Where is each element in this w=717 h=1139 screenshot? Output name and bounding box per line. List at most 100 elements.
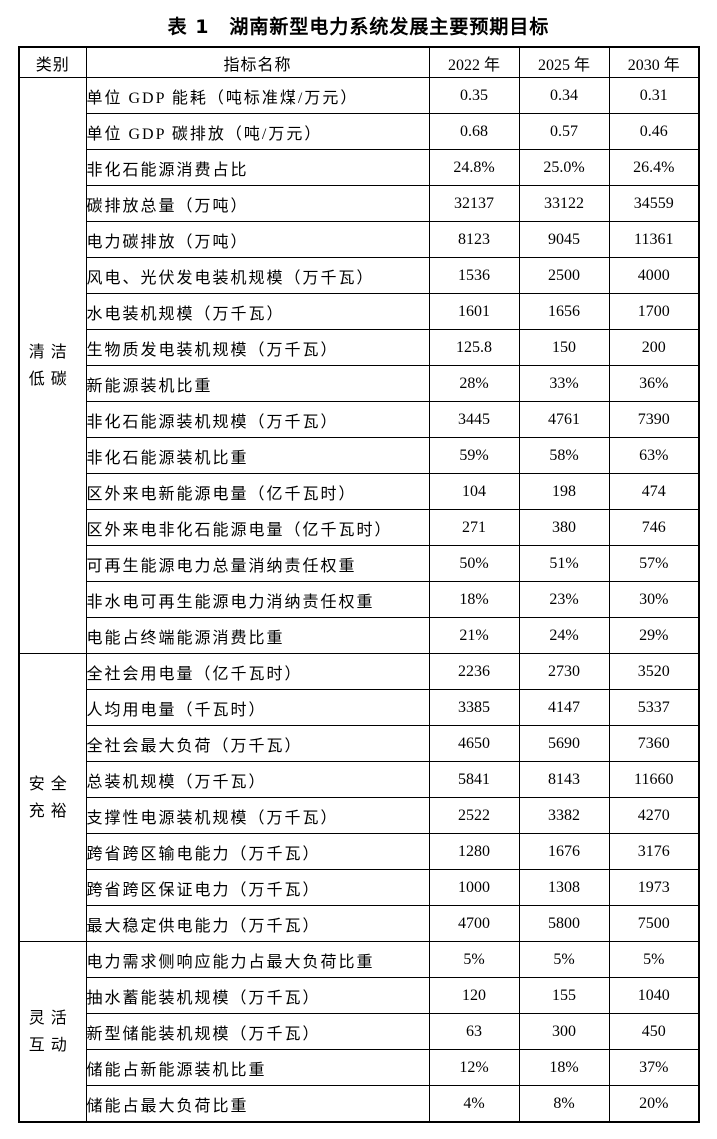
value-cell: 23% <box>518 581 610 618</box>
value-cell: 18% <box>518 1049 610 1086</box>
value-cell: 0.68 <box>428 113 520 150</box>
value-cell: 4270 <box>608 797 700 834</box>
value-cell: 36% <box>608 365 700 402</box>
table-row: 支撑性电源装机规模（万千瓦） 2522 3382 4270 <box>19 797 700 834</box>
category-label: 灵活互动 <box>28 1009 73 1054</box>
value-cell: 37% <box>608 1049 700 1086</box>
value-cell: 58% <box>518 437 610 474</box>
value-cell: 32137 <box>428 185 520 222</box>
value-cell: 59% <box>428 437 520 474</box>
value-cell: 30% <box>608 581 700 618</box>
value-cell: 20% <box>608 1085 700 1123</box>
table-row: 碳排放总量（万吨） 32137 33122 34559 <box>19 185 700 222</box>
value-cell: 33122 <box>518 185 610 222</box>
indicator-cell: 支撑性电源装机规模（万千瓦） <box>85 797 430 834</box>
indicator-cell: 全社会用电量（亿千瓦时） <box>85 653 430 690</box>
value-cell: 1601 <box>428 293 520 330</box>
value-cell: 3382 <box>518 797 610 834</box>
value-cell: 450 <box>608 1013 700 1050</box>
value-cell: 5% <box>518 941 610 978</box>
header-year-2025: 2025 年 <box>518 46 610 78</box>
value-cell: 125.8 <box>428 329 520 366</box>
table-row: 非化石能源装机比重 59% 58% 63% <box>19 437 700 474</box>
indicator-cell: 区外来电新能源电量（亿千瓦时） <box>85 473 430 510</box>
indicator-cell: 新型储能装机规模（万千瓦） <box>85 1013 430 1050</box>
table-row: 灵活互动 电力需求侧响应能力占最大负荷比重 5% 5% 5% <box>18 941 700 1123</box>
category-cell: 灵活互动 <box>18 941 87 1123</box>
value-cell: 33% <box>518 365 610 402</box>
value-cell: 8123 <box>428 221 520 258</box>
table-row: 新型储能装机规模（万千瓦） 63 300 450 <box>19 1013 700 1050</box>
table-row: 生物质发电装机规模（万千瓦） 125.8 150 200 <box>19 329 700 366</box>
value-cell: 0.35 <box>428 77 520 114</box>
table-row: 区外来电新能源电量（亿千瓦时） 104 198 474 <box>19 473 700 510</box>
value-cell: 11660 <box>608 761 700 798</box>
table-row: 储能占新能源装机比重 12% 18% 37% <box>19 1049 700 1086</box>
value-cell: 5% <box>428 941 520 978</box>
table-row: 清洁低碳 单位 GDP 能耗（吨标准煤/万元） 0.35 0.34 0.31 <box>18 77 700 654</box>
indicator-cell: 新能源装机比重 <box>85 365 430 402</box>
indicator-cell: 水电装机规模（万千瓦） <box>85 293 430 330</box>
value-cell: 3385 <box>428 689 520 726</box>
value-cell: 63 <box>428 1013 520 1050</box>
value-cell: 8143 <box>518 761 610 798</box>
value-cell: 271 <box>428 509 520 546</box>
value-cell: 5841 <box>428 761 520 798</box>
value-cell: 29% <box>608 617 700 654</box>
value-cell: 1040 <box>608 977 700 1014</box>
value-cell: 34559 <box>608 185 700 222</box>
indicator-cell: 人均用电量（千瓦时） <box>85 689 430 726</box>
value-cell: 57% <box>608 545 700 582</box>
value-cell: 2730 <box>518 653 610 690</box>
indicator-cell: 全社会最大负荷（万千瓦） <box>85 725 430 762</box>
value-cell: 380 <box>518 509 610 546</box>
category-cell: 安全充裕 <box>18 653 87 942</box>
indicator-cell: 总装机规模（万千瓦） <box>85 761 430 798</box>
value-cell: 198 <box>518 473 610 510</box>
value-cell: 4700 <box>428 905 520 942</box>
value-cell: 25.0% <box>518 149 610 186</box>
indicator-cell: 单位 GDP 碳排放（吨/万元） <box>85 113 430 150</box>
value-cell: 24.8% <box>428 149 520 186</box>
indicator-cell: 可再生能源电力总量消纳责任权重 <box>85 545 430 582</box>
table-row: 非化石能源装机规模（万千瓦） 3445 4761 7390 <box>19 401 700 438</box>
table-row: 跨省跨区保证电力（万千瓦） 1000 1308 1973 <box>19 869 700 906</box>
table-row: 水电装机规模（万千瓦） 1601 1656 1700 <box>19 293 700 330</box>
value-cell: 4147 <box>518 689 610 726</box>
value-cell: 150 <box>518 329 610 366</box>
value-cell: 5690 <box>518 725 610 762</box>
indicator-cell: 碳排放总量（万吨） <box>85 185 430 222</box>
table-row: 区外来电非化石能源电量（亿千瓦时） 271 380 746 <box>19 509 700 546</box>
table-row: 单位 GDP 碳排放（吨/万元） 0.68 0.57 0.46 <box>19 113 700 150</box>
value-cell: 1000 <box>428 869 520 906</box>
value-cell: 7390 <box>608 401 700 438</box>
indicator-cell: 最大稳定供电能力（万千瓦） <box>85 905 430 942</box>
value-cell: 120 <box>428 977 520 1014</box>
value-cell: 0.31 <box>608 77 700 114</box>
value-cell: 5800 <box>518 905 610 942</box>
value-cell: 9045 <box>518 221 610 258</box>
value-cell: 4650 <box>428 725 520 762</box>
value-cell: 18% <box>428 581 520 618</box>
value-cell: 63% <box>608 437 700 474</box>
table-row: 跨省跨区输电能力（万千瓦） 1280 1676 3176 <box>19 833 700 870</box>
category-cell: 清洁低碳 <box>18 77 87 654</box>
header-indicator: 指标名称 <box>85 46 430 78</box>
category-label: 安全充裕 <box>28 775 73 820</box>
indicator-cell: 储能占最大负荷比重 <box>85 1085 430 1123</box>
value-cell: 1700 <box>608 293 700 330</box>
table-row: 安全充裕 全社会用电量（亿千瓦时） 2236 2730 3520 <box>18 653 700 942</box>
targets-table: 类别 指标名称 2022 年 2025 年 2030 年 清洁低碳 单位 GDP … <box>18 46 700 1123</box>
value-cell: 0.34 <box>518 77 610 114</box>
value-cell: 104 <box>428 473 520 510</box>
table-row: 非化石能源消费占比 24.8% 25.0% 26.4% <box>19 149 700 186</box>
value-cell: 50% <box>428 545 520 582</box>
indicator-cell: 非水电可再生能源电力消纳责任权重 <box>85 581 430 618</box>
table-row: 风电、光伏发电装机规模（万千瓦） 1536 2500 4000 <box>19 257 700 294</box>
value-cell: 474 <box>608 473 700 510</box>
indicator-cell: 电能占终端能源消费比重 <box>85 617 430 654</box>
header-year-2022: 2022 年 <box>428 46 520 78</box>
value-cell: 2236 <box>428 653 520 690</box>
table-row: 人均用电量（千瓦时） 3385 4147 5337 <box>19 689 700 726</box>
value-cell: 5337 <box>608 689 700 726</box>
